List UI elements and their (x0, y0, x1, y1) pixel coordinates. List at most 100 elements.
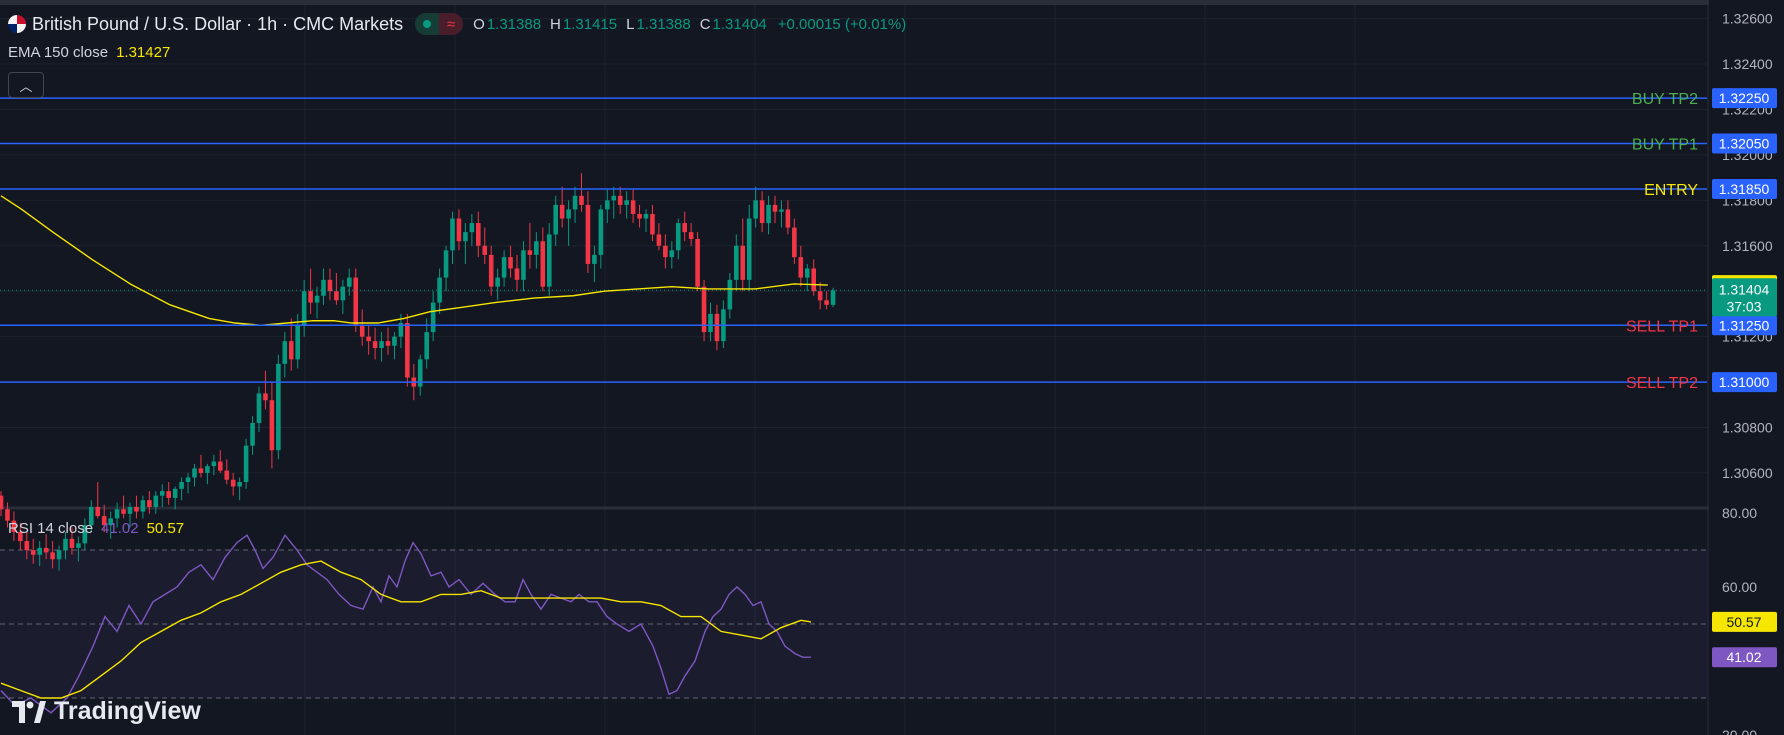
candlestick-series (0, 173, 1707, 571)
candle-body (18, 531, 23, 542)
symbol-name[interactable]: British Pound / U.S. Dollar (32, 13, 242, 34)
buy-tp2-tag (1712, 88, 1777, 109)
candle-body (385, 341, 391, 346)
candle-body (340, 286, 346, 301)
tradingview-logo-icon (12, 700, 46, 723)
candle-body (334, 291, 339, 301)
rsi-series (0, 533, 812, 714)
candle-body (605, 200, 610, 210)
candle-body (443, 250, 449, 278)
candle-body (598, 209, 604, 255)
candle-body (798, 257, 804, 278)
price-axis[interactable]: 1.306001.308001.310001.312001.314001.316… (1709, 0, 1784, 735)
candle-body (192, 468, 197, 478)
ema-value: 1.31427 (116, 44, 171, 61)
entry-tag (1712, 178, 1777, 199)
candle-body (753, 200, 758, 219)
candle-body (740, 245, 746, 280)
candle-body (463, 232, 468, 242)
candle-body (205, 466, 210, 473)
candle-body (5, 509, 10, 521)
candle-body (0, 495, 4, 510)
price-tick-label: 1.31600 (1722, 238, 1773, 254)
sell-tp2-text: 1.31000 (1719, 374, 1770, 390)
candle-body (198, 468, 204, 473)
candle-body (121, 509, 126, 514)
ema-label: EMA 150 close (8, 44, 109, 61)
candle-body (63, 538, 68, 551)
candle-body (250, 422, 255, 446)
collapse-indicators-button[interactable]: ︿ (8, 72, 44, 98)
candle-body (669, 250, 675, 258)
rsi-label: RSI 14 close (8, 520, 94, 537)
candle-body (256, 393, 262, 423)
sell-tp1-tag (1712, 315, 1777, 336)
candle-body (656, 234, 662, 246)
candle-body (534, 241, 539, 255)
close-value: C 1.31404 (699, 15, 767, 33)
countdown-text: 37:03 (1726, 298, 1761, 314)
candle-body (76, 543, 81, 548)
candle-body (495, 277, 500, 287)
candle-body (82, 525, 88, 544)
rsi-ma-tag (1712, 611, 1777, 632)
last-price-text: 1.31404 (1719, 281, 1770, 297)
market-open-icon (415, 13, 440, 35)
buy-tp2-label: BUY TP2 (1632, 91, 1698, 108)
sell-tp2-label: SELL TP2 (1626, 375, 1698, 392)
candle-body (611, 195, 617, 201)
entry-text: 1.31850 (1719, 181, 1770, 197)
rsi-ma-value: 50.57 (146, 520, 185, 537)
candle-body (359, 325, 365, 337)
candle-body (11, 520, 17, 532)
rsi-legend[interactable]: RSI 14 close 41.02 50.57 (8, 520, 184, 537)
candle-body (314, 295, 320, 303)
candle-body (237, 482, 242, 487)
price-levels: BUY TP2 BUY TP1 ENTRY SELL TP1 SELL TP2 (0, 91, 1707, 392)
price-tick-label: 1.30600 (1722, 465, 1773, 481)
rsi-tick-label: 80.00 (1722, 505, 1757, 521)
ema-legend[interactable]: EMA 150 close 1.31427 (8, 44, 170, 61)
market-status[interactable]: ≈ (415, 13, 464, 35)
candle-body (211, 461, 217, 467)
candle-body (101, 516, 107, 526)
candle-body (450, 218, 455, 251)
candle-body (147, 500, 152, 507)
candle-body (804, 268, 810, 278)
candle-body (708, 313, 713, 333)
candle-body (153, 495, 159, 507)
candle-body (779, 209, 784, 212)
candle-body (675, 223, 681, 251)
candle-body (405, 323, 410, 378)
candle-body (301, 291, 307, 326)
candle-body (508, 257, 513, 269)
candle-body (759, 200, 765, 224)
candle-body (321, 279, 326, 296)
sell-tp2-tag (1712, 372, 1777, 393)
candle-body (179, 482, 184, 489)
price-tick-label: 1.32400 (1722, 56, 1773, 72)
candle-body (327, 279, 333, 292)
candle-body (566, 209, 571, 219)
candle-body (282, 341, 288, 364)
candle-body (166, 491, 171, 498)
rsi-value: 41.02 (101, 520, 139, 537)
candle-body (37, 547, 42, 555)
candle-body (127, 507, 133, 514)
chevron-up-icon: ︿ (19, 78, 33, 94)
sell-tp1-text: 1.31250 (1719, 317, 1770, 333)
candle-body (617, 195, 623, 205)
tradingview-logo[interactable]: TradingView (12, 697, 201, 726)
gbp-usd-flag-icon (8, 15, 26, 33)
last-price-tag (1712, 278, 1777, 317)
candle-body (172, 488, 178, 498)
candle-body (243, 445, 249, 483)
entry-label: ENTRY (1644, 182, 1698, 199)
symbol-legend[interactable]: British Pound / U.S. Dollar · 1h · CMC M… (8, 12, 906, 36)
candle-body (527, 250, 533, 255)
candle-body (701, 286, 707, 333)
interval-label[interactable]: 1h (257, 13, 278, 34)
candle-body (734, 245, 739, 280)
candle-body (114, 509, 120, 519)
